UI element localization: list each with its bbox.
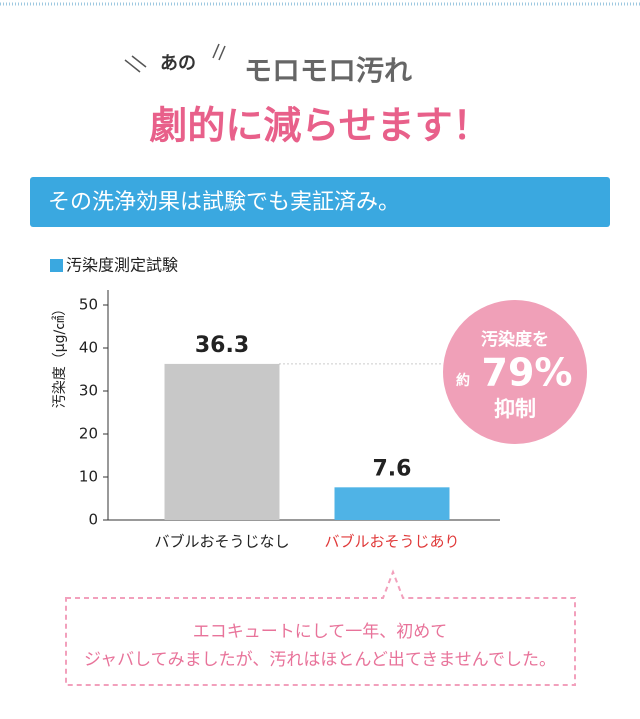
value-label: 7.6 xyxy=(373,456,412,481)
badge-prefix: 約 xyxy=(456,372,470,389)
y-tick-label: 50 xyxy=(79,296,98,314)
lead-small: あの xyxy=(160,53,196,74)
y-tick-label: 40 xyxy=(79,339,98,357)
y-tick-label: 20 xyxy=(79,425,98,443)
bar xyxy=(334,487,450,520)
note-line: エコキュートにして一年、初めて xyxy=(193,622,448,642)
title-icon xyxy=(50,259,63,272)
y-tick-label: 0 xyxy=(88,511,98,529)
y-axis-label: 汚染度（μg/㎠） xyxy=(52,302,68,409)
badge-main: 79% xyxy=(482,351,573,395)
y-tick-label: 10 xyxy=(79,468,98,486)
value-label: 36.3 xyxy=(195,333,249,358)
y-tick-label: 30 xyxy=(79,382,98,400)
bar xyxy=(164,363,280,520)
badge-bottom: 抑制 xyxy=(494,397,536,421)
accent-marks xyxy=(124,43,226,73)
x-tick-label: バブルおそうじあり xyxy=(324,533,459,551)
badge-top: 汚染度を xyxy=(481,329,549,350)
headline: 劇的に減らせます！ xyxy=(149,104,490,148)
note-box xyxy=(65,569,576,686)
note-line: ジャバしてみましたが、汚れはほとんど出てきませんでした。 xyxy=(84,650,556,670)
x-tick-label: バブルおそうじなし xyxy=(154,533,289,551)
lead: モロモロ汚れ xyxy=(244,54,412,87)
banner xyxy=(30,177,610,227)
badge xyxy=(443,300,587,444)
banner-text: その洗浄効果は試験でも実証済み。 xyxy=(48,190,400,215)
chart-title: 汚染度測定試験 xyxy=(66,256,178,275)
